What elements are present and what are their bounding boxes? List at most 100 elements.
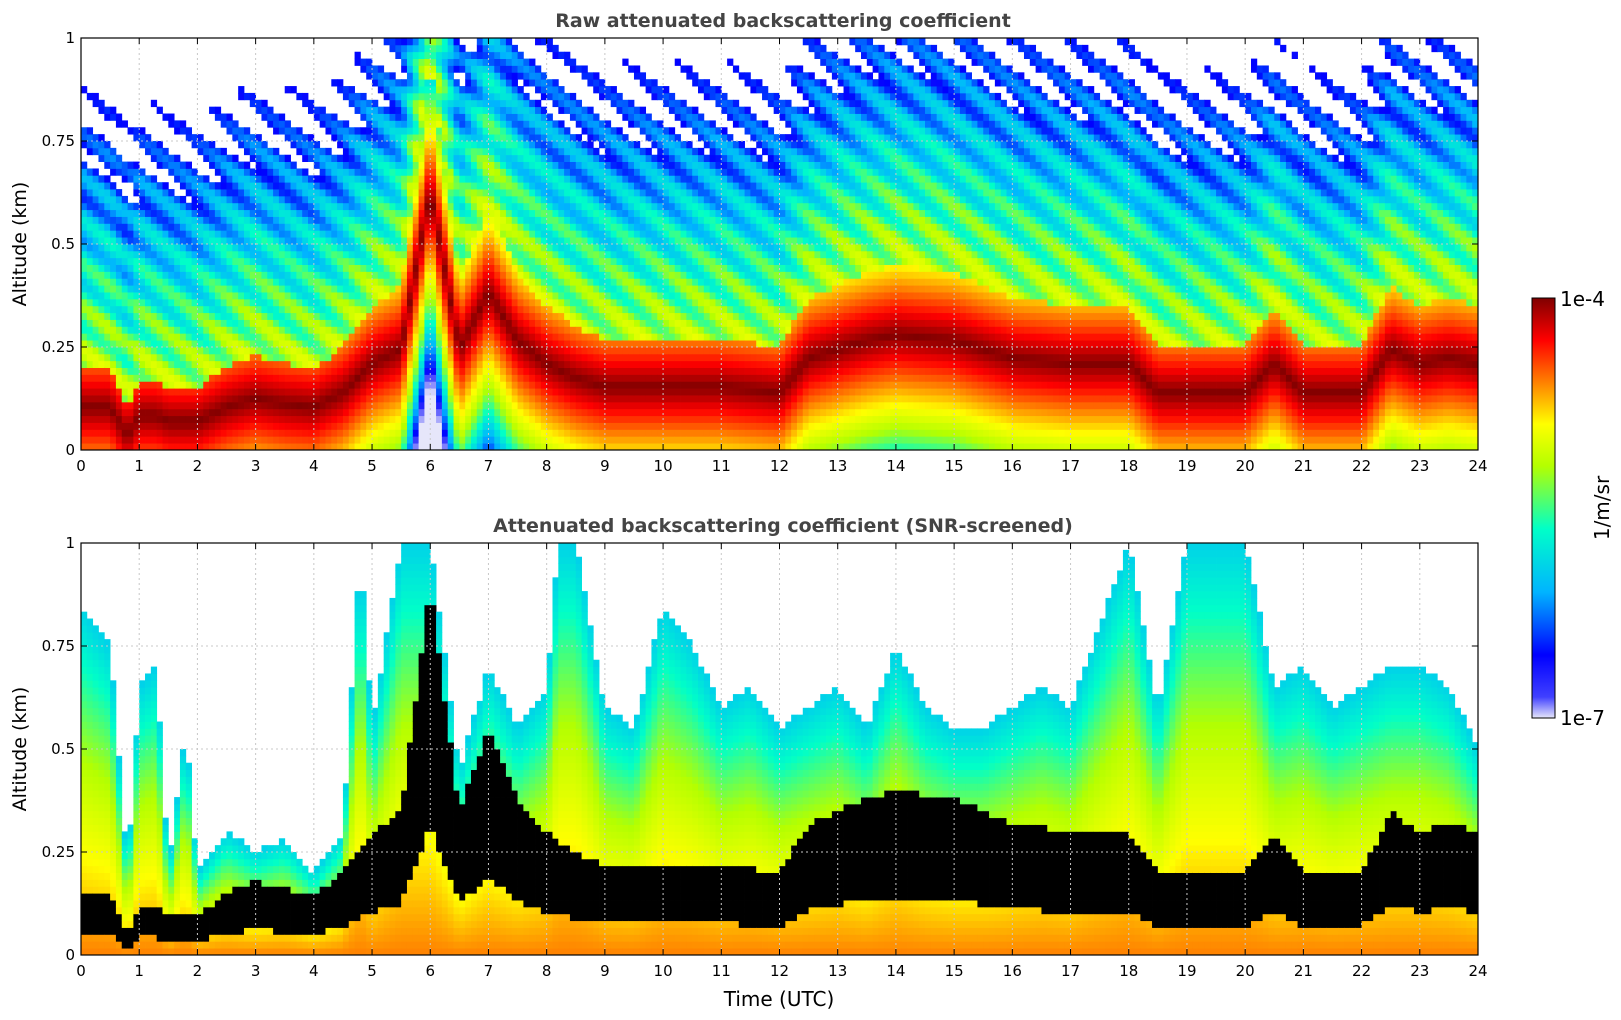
heatmap-cell — [133, 175, 140, 183]
heatmap-cell — [232, 209, 239, 217]
heatmap-cell — [523, 127, 530, 135]
heatmap-cell — [517, 278, 524, 286]
heatmap-cell — [302, 175, 309, 183]
heatmap-cell — [308, 175, 315, 183]
heatmap-cell — [546, 367, 553, 375]
heatmap-cell — [412, 264, 420, 272]
heatmap-cell — [354, 408, 361, 417]
heatmap-cell — [581, 223, 588, 231]
heatmap-cell — [249, 141, 257, 149]
heatmap-cell — [308, 230, 315, 238]
heatmap-cell — [354, 92, 361, 101]
heatmap-cell — [610, 429, 617, 437]
heatmap-cell — [471, 244, 478, 252]
heatmap-cell — [203, 443, 210, 451]
heatmap-cell — [331, 305, 338, 314]
heatmap-cell — [389, 44, 396, 53]
heatmap-cell — [604, 161, 612, 169]
heatmap-cell — [150, 141, 158, 149]
heatmap-cell — [313, 264, 321, 272]
heatmap-cell — [220, 154, 227, 162]
heatmap-cell — [511, 415, 518, 423]
heatmap-cell — [628, 388, 635, 396]
heatmap-cell — [209, 429, 216, 437]
heatmap-cell — [639, 230, 647, 238]
heatmap-cell — [255, 264, 262, 272]
heatmap-cell — [360, 264, 367, 272]
heatmap-cell — [366, 271, 373, 279]
heatmap-cell — [261, 401, 268, 410]
heatmap-cell — [162, 113, 169, 121]
heatmap-cell — [226, 120, 233, 128]
heatmap-cell — [197, 216, 204, 224]
heatmap-cell — [482, 161, 489, 169]
heatmap-cell — [296, 168, 303, 176]
heatmap-cell — [441, 127, 449, 135]
heatmap-cell — [331, 347, 338, 355]
heatmap-cell — [465, 209, 472, 217]
heatmap-cell — [319, 401, 326, 410]
heatmap-cell — [540, 312, 548, 320]
heatmap-cell — [564, 250, 571, 259]
heatmap-cell — [523, 106, 530, 114]
heatmap-cell — [337, 244, 344, 252]
heatmap-cell — [389, 99, 396, 108]
heatmap-cell — [639, 367, 647, 375]
heatmap-cell — [348, 353, 355, 362]
heatmap-cell — [581, 312, 588, 320]
heatmap-cell — [564, 340, 571, 348]
heatmap-cell — [412, 230, 420, 238]
heatmap-cell — [133, 182, 140, 190]
heatmap-cell — [505, 285, 513, 293]
heatmap-cell — [238, 202, 245, 211]
heatmap-cell — [121, 237, 128, 245]
heatmap-cell — [366, 182, 373, 190]
heatmap-cell — [81, 326, 88, 334]
heatmap-cell — [471, 154, 478, 162]
heatmap-cell — [517, 271, 524, 279]
heatmap-cell — [587, 395, 594, 403]
heatmap-cell — [133, 443, 140, 451]
heatmap-cell — [628, 182, 635, 190]
heatmap-cell — [366, 401, 373, 410]
heatmap-cell — [115, 195, 123, 204]
heatmap-cell — [575, 298, 582, 307]
heatmap-cell — [569, 305, 577, 314]
heatmap-cell — [482, 292, 489, 300]
heatmap-cell — [505, 120, 513, 128]
heatmap-cell — [500, 250, 507, 259]
heatmap-cell — [331, 250, 338, 259]
heatmap-cell — [564, 182, 571, 190]
heatmap-cell — [523, 244, 530, 252]
heatmap-cell — [377, 298, 385, 307]
heatmap-cell — [628, 298, 635, 307]
heatmap-cell — [558, 347, 565, 355]
heatmap-cell — [517, 257, 524, 265]
heatmap-cell — [558, 326, 565, 334]
heatmap-cell — [540, 72, 548, 80]
heatmap-cell — [645, 189, 652, 197]
heatmap-cell — [261, 99, 268, 108]
heatmap-cell — [220, 374, 227, 382]
heatmap-cell — [587, 72, 594, 80]
heatmap-cell — [575, 360, 582, 368]
heatmap-cell — [418, 72, 425, 80]
heatmap-cell — [243, 443, 251, 451]
heatmap-cell — [366, 347, 373, 355]
heatmap-cell — [441, 257, 449, 265]
heatmap-cell — [447, 340, 454, 348]
heatmap-cell — [436, 134, 443, 142]
heatmap-cell — [465, 298, 472, 307]
heatmap-cell — [471, 237, 478, 245]
heatmap-cell — [529, 147, 536, 156]
heatmap-cell — [389, 175, 396, 183]
heatmap-cell — [581, 106, 588, 114]
heatmap-cell — [214, 230, 222, 238]
heatmap-cell — [564, 443, 571, 451]
heatmap-cell — [197, 141, 204, 149]
heatmap-cell — [412, 388, 420, 396]
heatmap-cell — [465, 292, 472, 300]
heatmap-cell — [471, 209, 478, 217]
heatmap-cell — [139, 230, 146, 238]
heatmap-cell — [232, 415, 239, 423]
